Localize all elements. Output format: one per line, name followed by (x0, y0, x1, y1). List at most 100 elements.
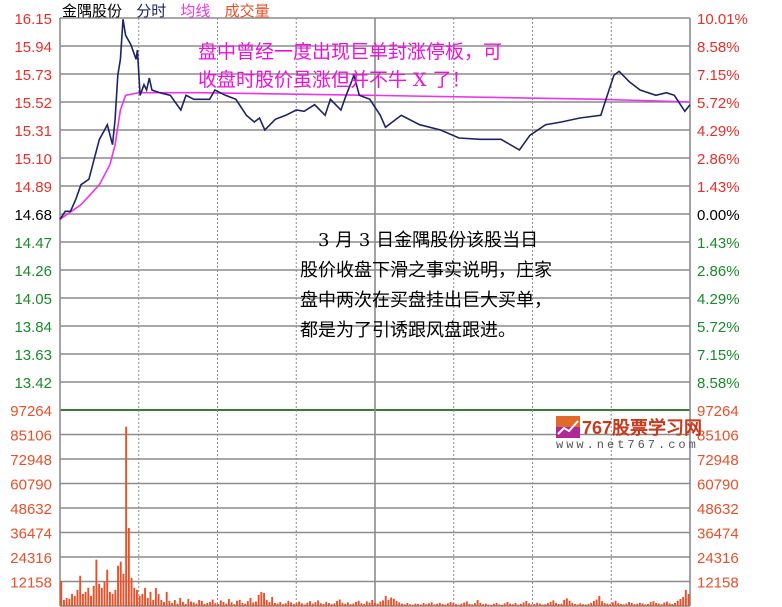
volume-bar (298, 601, 301, 606)
volume-bar (330, 604, 333, 606)
volume-bar (630, 602, 633, 606)
volume-bar (157, 593, 160, 606)
price-tick-label: 14.89 (14, 179, 52, 196)
volume-bar (555, 602, 558, 606)
volume-bar (373, 602, 376, 606)
volume-bar (414, 603, 417, 606)
average-price-line (59, 91, 691, 220)
volume-bar (436, 603, 439, 606)
volume-bar (322, 603, 325, 606)
volume-bar (127, 528, 130, 606)
volume-bar (674, 602, 676, 606)
volume-bar (365, 601, 368, 606)
volume-bar (338, 599, 341, 606)
volume-bar (446, 603, 449, 606)
volume-bar (341, 602, 344, 606)
volume-bar (238, 599, 241, 606)
chart-header: 金隅股份 分时 均线 成交量 (62, 0, 280, 21)
volume-bar (430, 602, 433, 606)
stock-name: 金隅股份 (62, 3, 123, 20)
volume-bar (152, 599, 155, 606)
price-line (59, 19, 691, 220)
tab-volume[interactable]: 成交量 (224, 3, 270, 20)
volume-bar (260, 591, 263, 606)
volume-bar (179, 597, 182, 606)
volume-bar (349, 604, 352, 606)
watermark-title: 767股票学习网 (582, 418, 703, 438)
volume-bar (141, 593, 144, 606)
volume-bar (501, 604, 503, 606)
price-tick-label: 14.68 (14, 207, 52, 224)
volume-bar (563, 599, 566, 606)
volume-bar (641, 603, 644, 606)
volume-bar (79, 575, 82, 606)
volume-bar (617, 603, 620, 606)
volume-bar (73, 595, 76, 606)
volume-bar (487, 604, 490, 606)
volume-bar (319, 603, 322, 606)
volume-bar (119, 561, 122, 606)
volume-bar (438, 602, 441, 606)
volume-bar (549, 601, 552, 606)
volume-bar (306, 602, 309, 606)
volume-bar (579, 603, 582, 606)
annotation-line: 3 月 3 日金隅股份该股当日 (300, 230, 539, 251)
volume-bar (268, 601, 271, 606)
volume-bar (190, 601, 192, 606)
volume-bar (660, 604, 663, 606)
volume-bar (92, 585, 95, 606)
volume-bar (684, 589, 687, 606)
price-tick-label: 15.10 (14, 151, 52, 168)
volume-bar (557, 603, 560, 606)
volume-tick-label: 60790 (10, 477, 52, 494)
volume-bar (476, 599, 479, 606)
volume-bar (592, 600, 595, 606)
percent-tick-label: 2.86% (697, 151, 740, 168)
tab-avg-line[interactable]: 均线 (180, 3, 211, 20)
volume-bar (530, 604, 533, 606)
volume-bar (171, 602, 174, 606)
volume-bar (609, 604, 612, 606)
volume-bar (371, 599, 374, 606)
volume-bar (406, 602, 409, 606)
volume-bar (422, 602, 425, 606)
volume-bar (595, 599, 598, 606)
volume-bar (211, 599, 214, 606)
volume-bar (395, 600, 398, 606)
volume-bar (611, 602, 614, 606)
volume-bar (576, 604, 579, 606)
volume-bar (584, 604, 587, 606)
volume-bar (198, 599, 201, 606)
volume-bar (682, 596, 685, 606)
volume-tick-label-right: 24316 (697, 550, 739, 567)
volume-bar (214, 603, 217, 606)
volume-bar (522, 602, 525, 606)
volume-bar (506, 601, 509, 606)
volume-tick-label-right: 12158 (697, 575, 739, 592)
volume-bar (122, 573, 125, 606)
volume-bar (652, 601, 655, 606)
volume-bar (276, 603, 279, 606)
volume-tick-label-right: 97264 (697, 403, 739, 420)
volume-tick-label: 24316 (10, 550, 52, 567)
percent-tick-label: 5.72% (697, 95, 740, 112)
volume-bar (622, 604, 625, 606)
volume-bar (444, 604, 447, 606)
volume-tick-label: 36474 (10, 526, 52, 543)
volume-bar (241, 602, 244, 606)
volume-bar (144, 587, 147, 606)
percent-tick-label: 10.01% (697, 11, 748, 28)
volume-bar (336, 600, 338, 606)
volume-bar (173, 599, 176, 606)
volume-bar (598, 595, 601, 606)
price-tick-label: 14.47 (14, 235, 52, 252)
volume-bar (138, 595, 141, 606)
volume-bar (209, 601, 211, 606)
volume-bar (282, 604, 284, 606)
percent-tick-label: 1.43% (697, 235, 740, 252)
price-tick-label: 13.63 (14, 347, 52, 364)
volume-bar (460, 603, 463, 606)
tab-intraday[interactable]: 分时 (136, 3, 167, 20)
volume-bar (417, 603, 420, 606)
volume-bar (165, 591, 168, 606)
